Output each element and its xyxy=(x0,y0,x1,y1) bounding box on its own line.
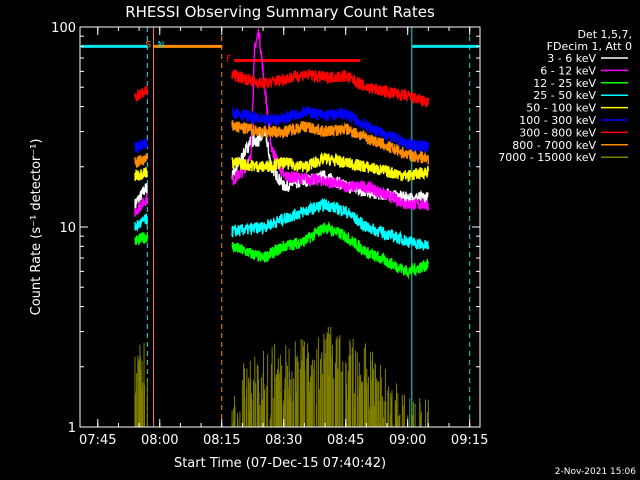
series-line xyxy=(231,28,363,193)
series-100-300-kev xyxy=(134,106,429,154)
x-tick-label: 08:00 xyxy=(141,433,178,448)
series-line xyxy=(361,160,429,182)
legend-entry-label: 3 - 6 keV xyxy=(547,52,596,65)
series-line xyxy=(231,120,363,141)
x-tick-label: 08:30 xyxy=(265,433,302,448)
chart-axes: 07:45 08:00 08:15 08:30 08:45 09:00 09:15 1 10 10… xyxy=(51,21,488,448)
series-25-50-kev xyxy=(134,198,429,251)
x-axis-label: Start Time (07-Dec-15 07:40:42) xyxy=(174,456,386,471)
series-line xyxy=(134,138,149,154)
series-6-12-kev xyxy=(134,28,429,217)
legend-header: Det 1,5,7, xyxy=(577,28,632,41)
x-tick-label: 07:45 xyxy=(79,433,116,448)
legend-header: FDecim 1, Att 0 xyxy=(547,40,632,53)
series-line xyxy=(134,153,149,169)
legend-entry-label: 25 - 50 keV xyxy=(533,89,596,102)
series-line xyxy=(134,167,148,182)
x-tick-label: 09:00 xyxy=(389,433,426,448)
flag-label: F xyxy=(226,54,231,64)
chart-title: RHESSI Observing Summary Count Rates xyxy=(125,3,435,21)
series-line xyxy=(361,130,429,165)
series-line xyxy=(134,213,149,233)
x-tick-label: 08:45 xyxy=(327,433,364,448)
footer-date: 2-Nov-2021 15:06 xyxy=(555,467,637,477)
legend-entry-label: 7000 - 15000 keV xyxy=(498,151,596,164)
y-tick-label: 100 xyxy=(51,21,76,36)
series-line xyxy=(361,118,429,154)
x-tick-label: 09:15 xyxy=(451,433,488,448)
flag-label: N xyxy=(158,40,165,50)
x-tick-label: 08:15 xyxy=(203,433,240,448)
series-line xyxy=(231,220,363,263)
legend-entry-label: 6 - 12 keV xyxy=(540,64,596,77)
legend-entry-label: 100 - 300 keV xyxy=(519,114,596,127)
legend-entry-label: 300 - 800 keV xyxy=(519,126,596,139)
y-tick-label: 1 xyxy=(68,421,76,436)
series-line xyxy=(134,232,149,246)
series-line xyxy=(361,220,429,251)
legend-entry-label: 50 - 100 keV xyxy=(526,102,596,115)
series-line xyxy=(361,180,429,211)
chart-marks: S N F xyxy=(81,27,479,427)
series-line xyxy=(231,69,363,90)
series-line xyxy=(134,183,148,211)
series-7000-15000-kev xyxy=(134,326,429,427)
series-800-7000-kev xyxy=(134,120,429,169)
series-line xyxy=(361,79,429,108)
series-line xyxy=(231,151,363,175)
legend-entry-label: 12 - 25 keV xyxy=(533,77,596,90)
legend-entry-label: 800 - 7000 keV xyxy=(512,139,596,152)
series-12-25-kev xyxy=(134,220,429,280)
flag-label: S xyxy=(146,40,152,50)
series-line xyxy=(361,245,429,280)
y-axis-label: Count Rate (s⁻¹ detector⁻¹) xyxy=(29,139,44,316)
series-line xyxy=(231,106,363,128)
series-300-800-kev xyxy=(134,69,429,108)
series-line xyxy=(231,198,363,238)
series-line xyxy=(134,85,149,103)
y-tick-label: 10 xyxy=(59,221,76,236)
series-50-100-kev xyxy=(134,151,429,182)
series-line xyxy=(134,193,149,217)
